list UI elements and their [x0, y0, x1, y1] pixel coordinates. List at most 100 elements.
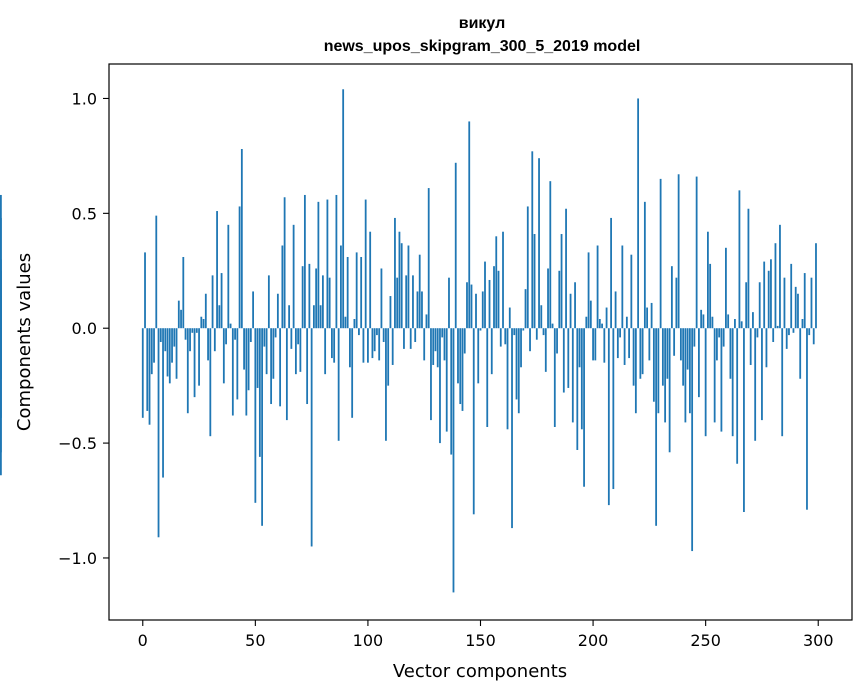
bar	[702, 314, 705, 329]
bar	[369, 231, 372, 329]
bar	[506, 328, 509, 430]
bar	[297, 328, 300, 345]
bar	[745, 282, 748, 329]
bar	[326, 199, 329, 329]
bar	[308, 263, 311, 329]
bar	[607, 328, 610, 506]
bar	[213, 328, 216, 352]
bar	[382, 328, 385, 342]
bar	[675, 277, 678, 329]
bar	[272, 328, 275, 379]
bar	[279, 328, 282, 407]
bar	[574, 282, 576, 329]
bar	[641, 328, 644, 375]
bar	[303, 194, 306, 329]
bar	[189, 328, 191, 352]
bar	[556, 328, 558, 354]
bar	[734, 319, 736, 329]
bars-group	[0, 89, 817, 593]
bar	[319, 305, 322, 329]
bar	[378, 328, 381, 361]
bar	[565, 208, 567, 329]
bar	[274, 328, 277, 338]
bar	[758, 282, 761, 329]
bar	[452, 328, 455, 593]
bar	[430, 328, 432, 421]
bar	[463, 328, 466, 354]
bar	[639, 328, 642, 379]
bar	[524, 289, 527, 329]
bar	[146, 328, 149, 411]
bar	[481, 291, 484, 329]
bar	[283, 197, 286, 329]
bar	[779, 224, 781, 329]
bar	[301, 266, 304, 329]
bar	[560, 234, 563, 329]
bar	[387, 328, 390, 386]
bar	[587, 252, 590, 329]
bar	[454, 162, 457, 329]
bar	[666, 328, 669, 379]
chart-title: викул	[459, 15, 506, 32]
bar	[720, 328, 723, 432]
bar	[376, 328, 378, 336]
bar	[484, 261, 486, 329]
bar	[785, 328, 788, 349]
bar	[605, 307, 608, 329]
bar	[776, 325, 779, 329]
bar	[245, 328, 248, 416]
bar	[477, 328, 480, 384]
bar	[594, 328, 597, 361]
bar	[340, 245, 342, 329]
y-tick-label: −0.5	[58, 434, 97, 453]
bar	[457, 328, 459, 384]
bar	[335, 194, 338, 329]
bar	[815, 243, 817, 329]
bar	[488, 279, 491, 329]
bar	[441, 328, 444, 338]
bar	[414, 328, 417, 342]
bar	[358, 328, 360, 336]
bar	[567, 328, 570, 388]
bar	[792, 328, 795, 333]
bar	[596, 245, 599, 329]
bar	[317, 201, 320, 329]
bar	[256, 328, 259, 388]
bar	[659, 178, 662, 329]
y-axis-label: Components values	[14, 253, 35, 431]
bar	[648, 328, 651, 361]
bar	[621, 245, 624, 329]
bar	[373, 328, 376, 352]
bar	[252, 291, 254, 329]
bar	[394, 217, 396, 329]
bar	[707, 231, 709, 329]
bar	[200, 316, 203, 329]
bar	[0, 259, 2, 329]
bar	[240, 149, 243, 329]
bar	[407, 245, 410, 329]
bar	[664, 328, 667, 423]
bar	[238, 206, 241, 329]
bar	[544, 328, 547, 372]
bar	[562, 328, 565, 393]
bar	[803, 273, 806, 329]
bar	[810, 277, 813, 329]
bar	[270, 328, 273, 405]
bar	[168, 328, 171, 384]
bar	[312, 305, 315, 329]
bar	[558, 270, 561, 329]
bar	[700, 309, 703, 329]
bar	[227, 224, 230, 329]
bar	[569, 293, 572, 329]
bar	[258, 328, 261, 457]
bar	[610, 217, 612, 329]
bar	[612, 328, 615, 490]
bar	[265, 328, 268, 375]
bar	[448, 277, 450, 329]
bar	[159, 328, 162, 342]
bar	[603, 328, 606, 363]
bar	[765, 328, 768, 368]
bar	[535, 328, 538, 340]
bar	[353, 319, 356, 329]
x-tick-label: 0	[138, 631, 148, 650]
